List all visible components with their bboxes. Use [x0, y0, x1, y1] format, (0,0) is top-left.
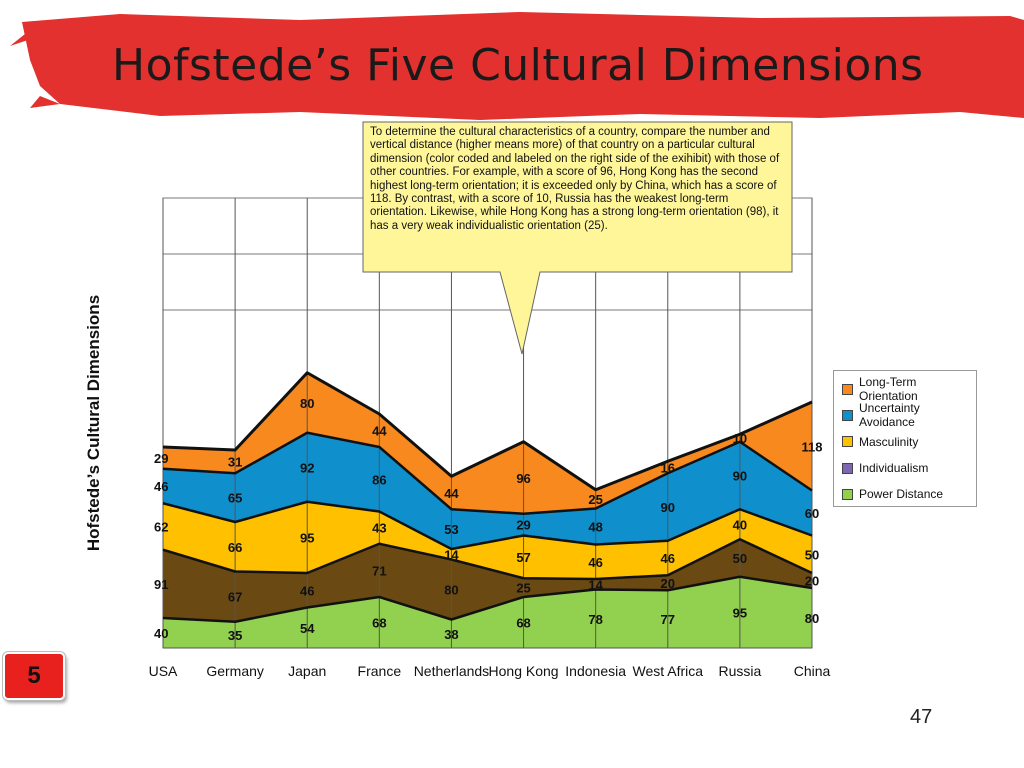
legend-item: Long-Term Orientation [842, 375, 976, 404]
data-label: 96 [516, 471, 530, 486]
data-label: 86 [372, 472, 386, 487]
legend-swatch [842, 409, 853, 421]
boundary-line [162, 371, 813, 492]
data-label: 40 [154, 626, 168, 641]
x-tick-label: West Africa [633, 663, 704, 679]
x-tick-label: France [358, 663, 402, 679]
area-uncertainty-avoidance [163, 432, 812, 549]
data-label: 20 [805, 574, 819, 589]
callout-bubble [362, 121, 793, 355]
legend-label: Long-Term Orientation [859, 375, 918, 404]
data-label: 57 [516, 550, 530, 565]
x-tick-label: Hong Kong [489, 663, 559, 679]
x-tick-label: USA [149, 663, 178, 679]
data-label: 40 [733, 517, 747, 532]
slide-title: Hofstede’s Five Cultural Dimensions [112, 40, 924, 91]
legend-label: Individualism [859, 461, 929, 476]
x-tick-label: Russia [718, 663, 761, 679]
data-label: 29 [516, 518, 530, 533]
data-label: 35 [228, 628, 242, 643]
data-label: 48 [588, 520, 602, 535]
data-label: 67 [228, 590, 242, 605]
data-label: 62 [154, 520, 168, 535]
legend-swatch [842, 436, 853, 448]
legend-label: Uncertainty Avoidance [859, 401, 920, 430]
legend-item: Power Distance [842, 481, 976, 507]
x-tick-label: Japan [288, 663, 326, 679]
data-label: 66 [228, 540, 242, 555]
data-label: 53 [444, 522, 458, 537]
legend-label: Masculinity [859, 434, 919, 449]
area-long-term-orientation [163, 372, 812, 514]
data-label: 90 [661, 500, 675, 515]
data-label: 46 [588, 555, 602, 570]
x-tick-labels: USA Germany Japan France Netherlands Hong Kon… [149, 663, 831, 679]
data-label: 46 [300, 583, 314, 598]
data-label: 25 [588, 492, 602, 507]
data-label: 68 [516, 616, 530, 631]
legend-item: Masculinity [842, 429, 976, 455]
data-label: 90 [733, 469, 747, 484]
data-label: 43 [372, 521, 386, 536]
legend: Long-Term Orientation Uncertainty Avoida… [833, 370, 977, 507]
data-label: 31 [228, 455, 242, 470]
data-label: 38 [444, 627, 458, 642]
legend-swatch [842, 383, 853, 395]
data-label: 20 [661, 576, 675, 591]
data-label: 71 [372, 563, 386, 578]
data-label: 46 [661, 551, 675, 566]
data-label: 14 [444, 547, 459, 562]
boundary-line [162, 500, 813, 551]
area-masculinity [163, 501, 812, 579]
data-label: 65 [228, 491, 242, 506]
title-banner [10, 12, 1024, 120]
data-label: 68 [372, 616, 386, 631]
data-label: 77 [661, 612, 675, 627]
chart-outline [162, 371, 813, 649]
data-label: 44 [444, 486, 459, 501]
data-label: 25 [516, 581, 530, 596]
page-number: 47 [910, 706, 933, 728]
data-label: 118 [802, 439, 823, 454]
area-layers [163, 372, 812, 648]
data-label: 29 [154, 451, 168, 466]
data-label: 14 [588, 577, 603, 592]
data-label: 16 [661, 460, 675, 475]
x-tick-label: China [794, 663, 831, 679]
value-labels: 40 35 54 68 38 68 78 77 95 80 91 67 46 71 80 25 14 20 50 20… [154, 396, 822, 643]
data-label: 10 [733, 431, 747, 446]
data-label: 80 [805, 611, 819, 626]
data-label: 46 [154, 479, 168, 494]
data-label: 60 [805, 506, 819, 521]
data-label: 91 [154, 577, 168, 592]
area-power-distance [163, 576, 812, 648]
y-axis-label: Hofstede’s Cultural Dimensions [84, 294, 103, 552]
boundary-line [162, 538, 813, 581]
data-label: 54 [300, 621, 315, 636]
callout-box [362, 121, 793, 355]
data-label: 44 [372, 424, 387, 439]
legend-swatch [842, 462, 853, 474]
callout-text: To determine the cultural characteristic… [370, 126, 780, 232]
legend-swatch [842, 488, 853, 500]
legend-item: Uncertainty Avoidance [842, 401, 976, 430]
data-label: 50 [733, 551, 747, 566]
data-label: 80 [300, 396, 314, 411]
x-tick-label: Netherlands [414, 663, 490, 679]
data-label: 50 [805, 547, 819, 562]
chapter-badge[interactable]: 5 [3, 652, 65, 700]
data-label: 95 [300, 530, 314, 545]
legend-label: Power Distance [859, 487, 944, 502]
area-individualism [163, 539, 812, 622]
boundary-line [162, 431, 813, 515]
boundary-line [162, 575, 813, 623]
legend-item: Individualism [842, 455, 976, 481]
x-tick-label: Indonesia [565, 663, 626, 679]
data-label: 92 [300, 460, 314, 475]
data-label: 80 [444, 583, 458, 598]
data-label: 95 [733, 605, 747, 620]
x-tick-label: Germany [206, 663, 264, 679]
data-label: 78 [588, 612, 602, 627]
